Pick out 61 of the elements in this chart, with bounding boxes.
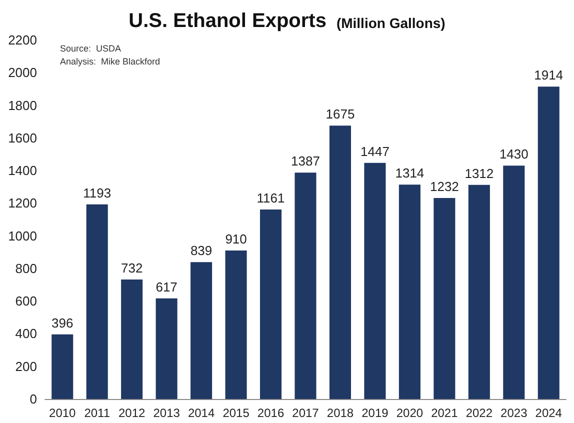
y-tick-label: 600 bbox=[15, 294, 37, 309]
bar bbox=[434, 198, 456, 399]
y-tick-label: 0 bbox=[30, 392, 37, 406]
x-tick-label: 2017 bbox=[292, 406, 320, 420]
x-tick-label: 2010 bbox=[49, 406, 76, 420]
y-tick-label: 2000 bbox=[8, 65, 37, 80]
x-tick-label: 2021 bbox=[431, 406, 458, 420]
x-tick-label: 2018 bbox=[326, 406, 354, 420]
y-tick-label: 1800 bbox=[8, 98, 37, 113]
data-label: 1193 bbox=[83, 185, 112, 200]
bar bbox=[52, 334, 74, 399]
chart-subtitle: (Million Gallons) bbox=[336, 15, 446, 31]
x-tick-label: 2016 bbox=[257, 406, 284, 420]
x-tick-label: 2020 bbox=[396, 406, 424, 420]
data-label: 1312 bbox=[464, 166, 494, 181]
y-tick-label: 800 bbox=[15, 260, 37, 276]
bar bbox=[503, 166, 525, 399]
data-label: 1430 bbox=[499, 146, 528, 162]
bar bbox=[364, 162, 386, 399]
y-tick-label: 1000 bbox=[8, 228, 37, 244]
bar bbox=[398, 184, 420, 399]
x-tick-label: 2024 bbox=[535, 406, 562, 420]
y-tick-label: 1600 bbox=[8, 130, 37, 146]
bar bbox=[156, 298, 178, 399]
bar bbox=[329, 126, 351, 399]
bar bbox=[121, 280, 143, 399]
x-tick-label: 2019 bbox=[362, 406, 389, 420]
bar bbox=[225, 250, 247, 399]
data-label: 910 bbox=[225, 232, 247, 247]
data-label: 1161 bbox=[256, 190, 285, 206]
y-tick-label: 1200 bbox=[8, 196, 37, 211]
x-tick-label: 2011 bbox=[84, 406, 110, 420]
data-label: 1387 bbox=[291, 154, 320, 169]
x-tick-label: 2015 bbox=[222, 406, 250, 420]
bar bbox=[260, 210, 282, 399]
x-tick-label: 2012 bbox=[118, 406, 146, 420]
data-label: 1314 bbox=[395, 166, 424, 181]
data-label: 1675 bbox=[326, 106, 355, 122]
chart-title: U.S. Ethanol Exports bbox=[128, 10, 326, 32]
x-tick-label: 2014 bbox=[188, 406, 215, 420]
annotation: Analysis: Mike Blackford bbox=[60, 56, 160, 66]
bar bbox=[538, 86, 560, 399]
y-tick-label: 2200 bbox=[8, 32, 37, 48]
bar bbox=[294, 172, 316, 399]
y-tick-label: 400 bbox=[15, 326, 37, 342]
x-tick-label: 2022 bbox=[466, 406, 493, 420]
data-label: 396 bbox=[52, 315, 74, 330]
y-tick-label: 200 bbox=[15, 358, 37, 374]
x-tick-label: 2013 bbox=[153, 406, 180, 420]
bar bbox=[190, 262, 212, 399]
y-tick-label: 1400 bbox=[8, 163, 37, 178]
data-label: 1232 bbox=[430, 178, 459, 194]
data-label: 617 bbox=[156, 279, 178, 294]
x-tick-label: 2023 bbox=[500, 406, 528, 420]
data-label: 839 bbox=[190, 243, 212, 258]
bar bbox=[86, 204, 108, 399]
bar bbox=[468, 184, 490, 399]
data-label: 732 bbox=[120, 260, 143, 276]
annotation: Source: USDA bbox=[60, 44, 122, 54]
data-label: 1447 bbox=[360, 144, 390, 159]
data-label: 1914 bbox=[534, 68, 564, 83]
